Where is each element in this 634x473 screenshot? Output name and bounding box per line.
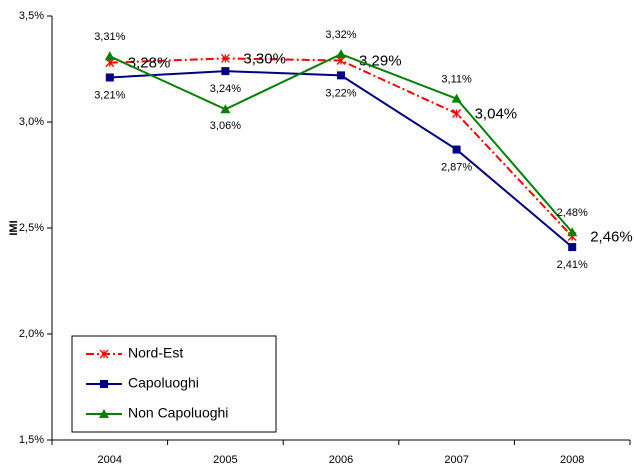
marker-square xyxy=(100,380,108,388)
marker-triangle xyxy=(104,51,115,61)
marker-star xyxy=(220,53,230,63)
y-tick-label: 2,0% xyxy=(19,328,44,340)
data-label: 3,28% xyxy=(128,55,171,72)
legend-label: Capoluoghi xyxy=(128,375,199,391)
marker-star xyxy=(452,109,462,118)
x-tick-label: 2006 xyxy=(329,454,353,466)
legend-label: Non Capoluoghi xyxy=(128,405,228,421)
marker-square xyxy=(337,71,345,80)
series-line xyxy=(109,53,573,233)
data-label: 3,11% xyxy=(441,74,472,86)
marker-square xyxy=(452,145,461,154)
data-label: 2,41% xyxy=(557,259,588,271)
marker-star xyxy=(99,349,109,359)
data-label: 3,32% xyxy=(325,29,356,41)
data-label: 3,29% xyxy=(359,52,402,69)
data-label: 3,31% xyxy=(94,31,125,43)
legend: Nord-Est Capoluoghi Non Capoluoghi xyxy=(71,335,277,433)
data-label: 3,30% xyxy=(243,50,286,67)
data-label: 3,04% xyxy=(475,105,518,122)
marker-square xyxy=(221,67,230,76)
data-label: 3,21% xyxy=(94,89,125,101)
x-tick-label: 2008 xyxy=(560,454,584,466)
data-label: 2,87% xyxy=(441,161,472,173)
marker-square xyxy=(568,243,577,252)
data-label: 3,24% xyxy=(210,83,241,95)
data-label: 2,46% xyxy=(590,228,633,245)
y-tick-label: 3,0% xyxy=(19,116,44,128)
marker-square xyxy=(105,73,114,82)
series: 3,21% 3,24% 3,22% 2,87% 2,41% xyxy=(94,67,588,271)
marker-triangle xyxy=(336,49,346,59)
y-tick-label: 1,5% xyxy=(19,434,44,446)
marker-triangle xyxy=(451,93,462,103)
y-axis-label: IMI xyxy=(8,220,20,235)
y-tick-label: 3,5% xyxy=(19,10,44,22)
marker-triangle xyxy=(99,409,109,418)
y-tick-label: 2,5% xyxy=(19,222,44,234)
data-label: 3,22% xyxy=(325,87,356,99)
data-label: 3,06% xyxy=(210,120,241,132)
series-line xyxy=(109,57,573,238)
series: 3,31% 3,06% 3,32% 3,11% 2,48% xyxy=(94,29,588,237)
x-tick-label: 2004 xyxy=(98,454,122,466)
legend-label: Nord-Est xyxy=(128,345,183,361)
x-tick-label: 2007 xyxy=(444,454,468,466)
series: 3,28% 3,30% 3,29% 3,04% 2,46% xyxy=(105,50,633,245)
marker-triangle xyxy=(220,104,231,114)
x-tick-label: 2005 xyxy=(213,454,237,466)
data-label: 2,48% xyxy=(557,207,588,219)
marker-triangle xyxy=(567,227,578,237)
